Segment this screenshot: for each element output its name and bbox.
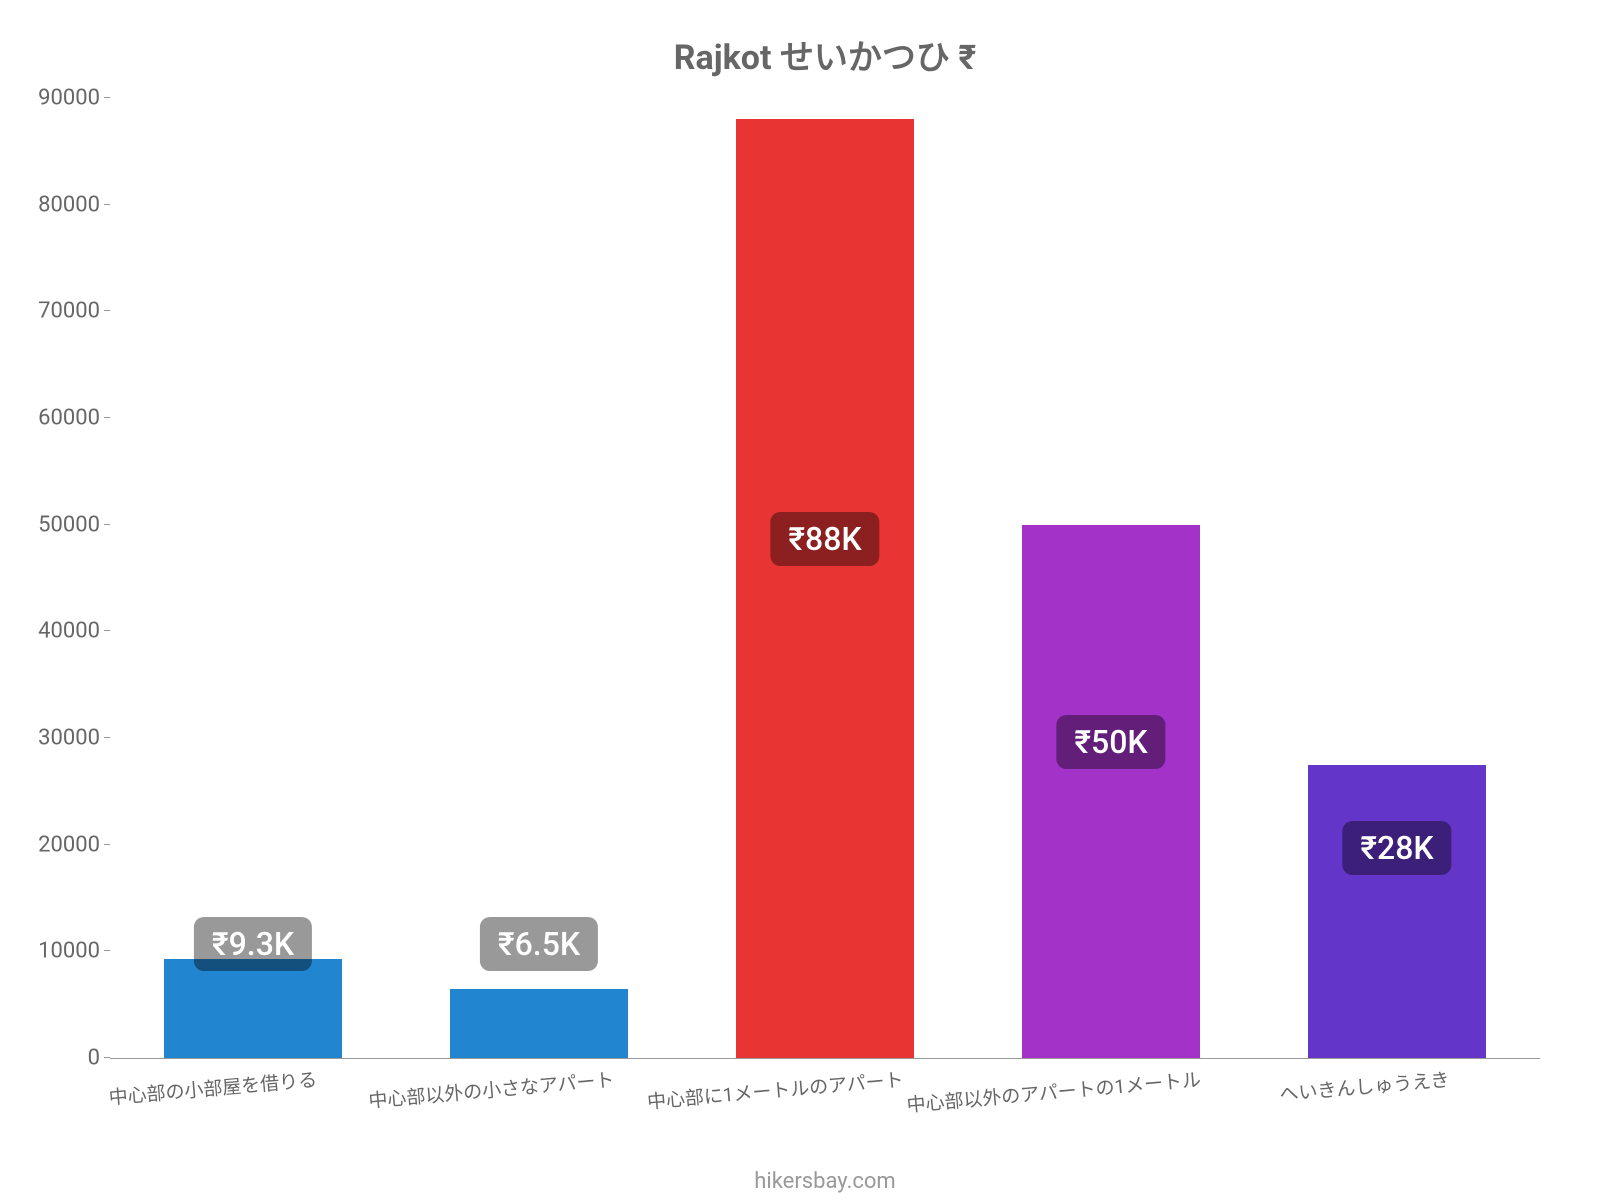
bar — [736, 119, 913, 1058]
y-tick-mark — [104, 630, 110, 631]
value-badge: ₹28K — [1342, 821, 1451, 875]
chart-title: Rajkot せいかつひ ₹ — [110, 30, 1540, 79]
value-badge: ₹6.5K — [480, 917, 598, 971]
y-tick-label: 70000 — [20, 299, 100, 324]
y-tick-mark — [104, 737, 110, 738]
y-tick-mark — [104, 844, 110, 845]
bar-slot: ₹9.3K — [110, 99, 396, 1058]
chart-container: Rajkot せいかつひ ₹ 0100002000030000400005000… — [0, 0, 1600, 1200]
x-axis-label: 中心部以外の小さなアパート — [367, 1065, 615, 1113]
y-tick-label: 90000 — [20, 86, 100, 111]
y-tick-label: 80000 — [20, 192, 100, 217]
y-tick-mark — [104, 310, 110, 311]
bar — [1022, 525, 1199, 1058]
bar-slot: ₹28K — [1254, 99, 1540, 1058]
source-attribution: hikersbay.com — [110, 1169, 1540, 1194]
y-tick-label: 20000 — [20, 832, 100, 857]
x-axis-label: 中心部に1メートルのアパート — [646, 1065, 905, 1114]
bar — [1308, 765, 1485, 1058]
y-tick-mark — [104, 950, 110, 951]
bar — [164, 959, 341, 1058]
x-axis-label: へいきんしゅうえき — [1278, 1065, 1450, 1107]
bar — [450, 989, 627, 1058]
y-tick-label: 10000 — [20, 939, 100, 964]
value-badge: ₹9.3K — [194, 917, 312, 971]
x-label-slot: 中心部の小部屋を借りる — [110, 1059, 396, 1129]
y-tick-label: 60000 — [20, 406, 100, 431]
y-tick-mark — [104, 204, 110, 205]
x-axis-labels: 中心部の小部屋を借りる中心部以外の小さなアパート中心部に1メートルのアパート中心… — [110, 1059, 1540, 1129]
bar-slot: ₹50K — [968, 99, 1254, 1058]
bar-slot: ₹88K — [682, 99, 968, 1058]
y-tick-label: 0 — [20, 1046, 100, 1071]
x-label-slot: へいきんしゅうえき — [1254, 1059, 1540, 1129]
y-tick-mark — [104, 97, 110, 98]
x-label-slot: 中心部以外のアパートの1メートル — [968, 1059, 1254, 1129]
y-axis: 0100002000030000400005000060000700008000… — [20, 99, 100, 1058]
y-tick-mark — [104, 417, 110, 418]
y-tick-mark — [104, 1057, 110, 1058]
x-label-slot: 中心部以外の小さなアパート — [396, 1059, 682, 1129]
value-badge: ₹50K — [1056, 715, 1165, 769]
value-badge: ₹88K — [770, 512, 879, 566]
plot-area: 0100002000030000400005000060000700008000… — [110, 99, 1540, 1059]
y-tick-mark — [104, 524, 110, 525]
bars-region: ₹9.3K ₹6.5K ₹88K ₹50K ₹28K — [110, 99, 1540, 1058]
y-tick-label: 40000 — [20, 619, 100, 644]
y-tick-label: 50000 — [20, 512, 100, 537]
x-axis-label: 中心部の小部屋を借りる — [107, 1065, 318, 1110]
bar-slot: ₹6.5K — [396, 99, 682, 1058]
y-tick-label: 30000 — [20, 726, 100, 751]
